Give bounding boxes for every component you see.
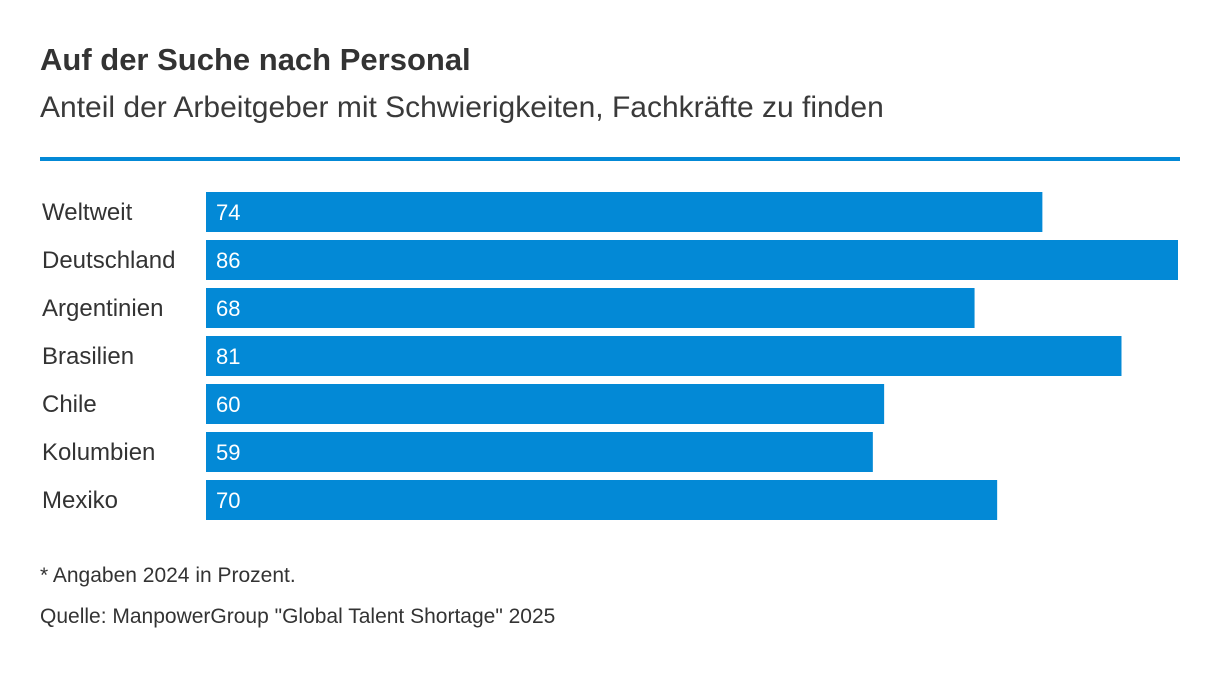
header-divider [40, 157, 1180, 161]
bar [206, 384, 885, 424]
bar-value-label: 60 [216, 392, 240, 417]
bar [206, 480, 998, 520]
category-label: Mexiko [42, 487, 118, 514]
bar-value-label: 86 [216, 248, 240, 273]
bar-value-label: 70 [216, 488, 240, 513]
category-label: Argentinien [42, 295, 163, 322]
category-label: Deutschland [42, 247, 175, 274]
category-label: Brasilien [42, 343, 134, 370]
bar-value-label: 59 [216, 440, 240, 465]
bar-value-label: 68 [216, 296, 240, 321]
chart-title: Auf der Suche nach Personal [40, 42, 471, 77]
chart-subtitle: Anteil der Arbeitgeber mit Schwierigkeit… [40, 91, 884, 124]
bar [206, 288, 975, 328]
footnote: * Angaben 2024 in Prozent. [40, 564, 296, 587]
bar [206, 336, 1122, 376]
source-note: Quelle: ManpowerGroup "Global Talent Sho… [40, 605, 556, 628]
category-label: Kolumbien [42, 439, 155, 466]
bar [206, 432, 873, 472]
bar [206, 240, 1178, 280]
category-label: Weltweit [42, 199, 133, 226]
bar-value-label: 81 [216, 344, 240, 369]
bar-value-label: 74 [216, 200, 240, 225]
category-label: Chile [42, 391, 97, 418]
bar [206, 192, 1043, 232]
